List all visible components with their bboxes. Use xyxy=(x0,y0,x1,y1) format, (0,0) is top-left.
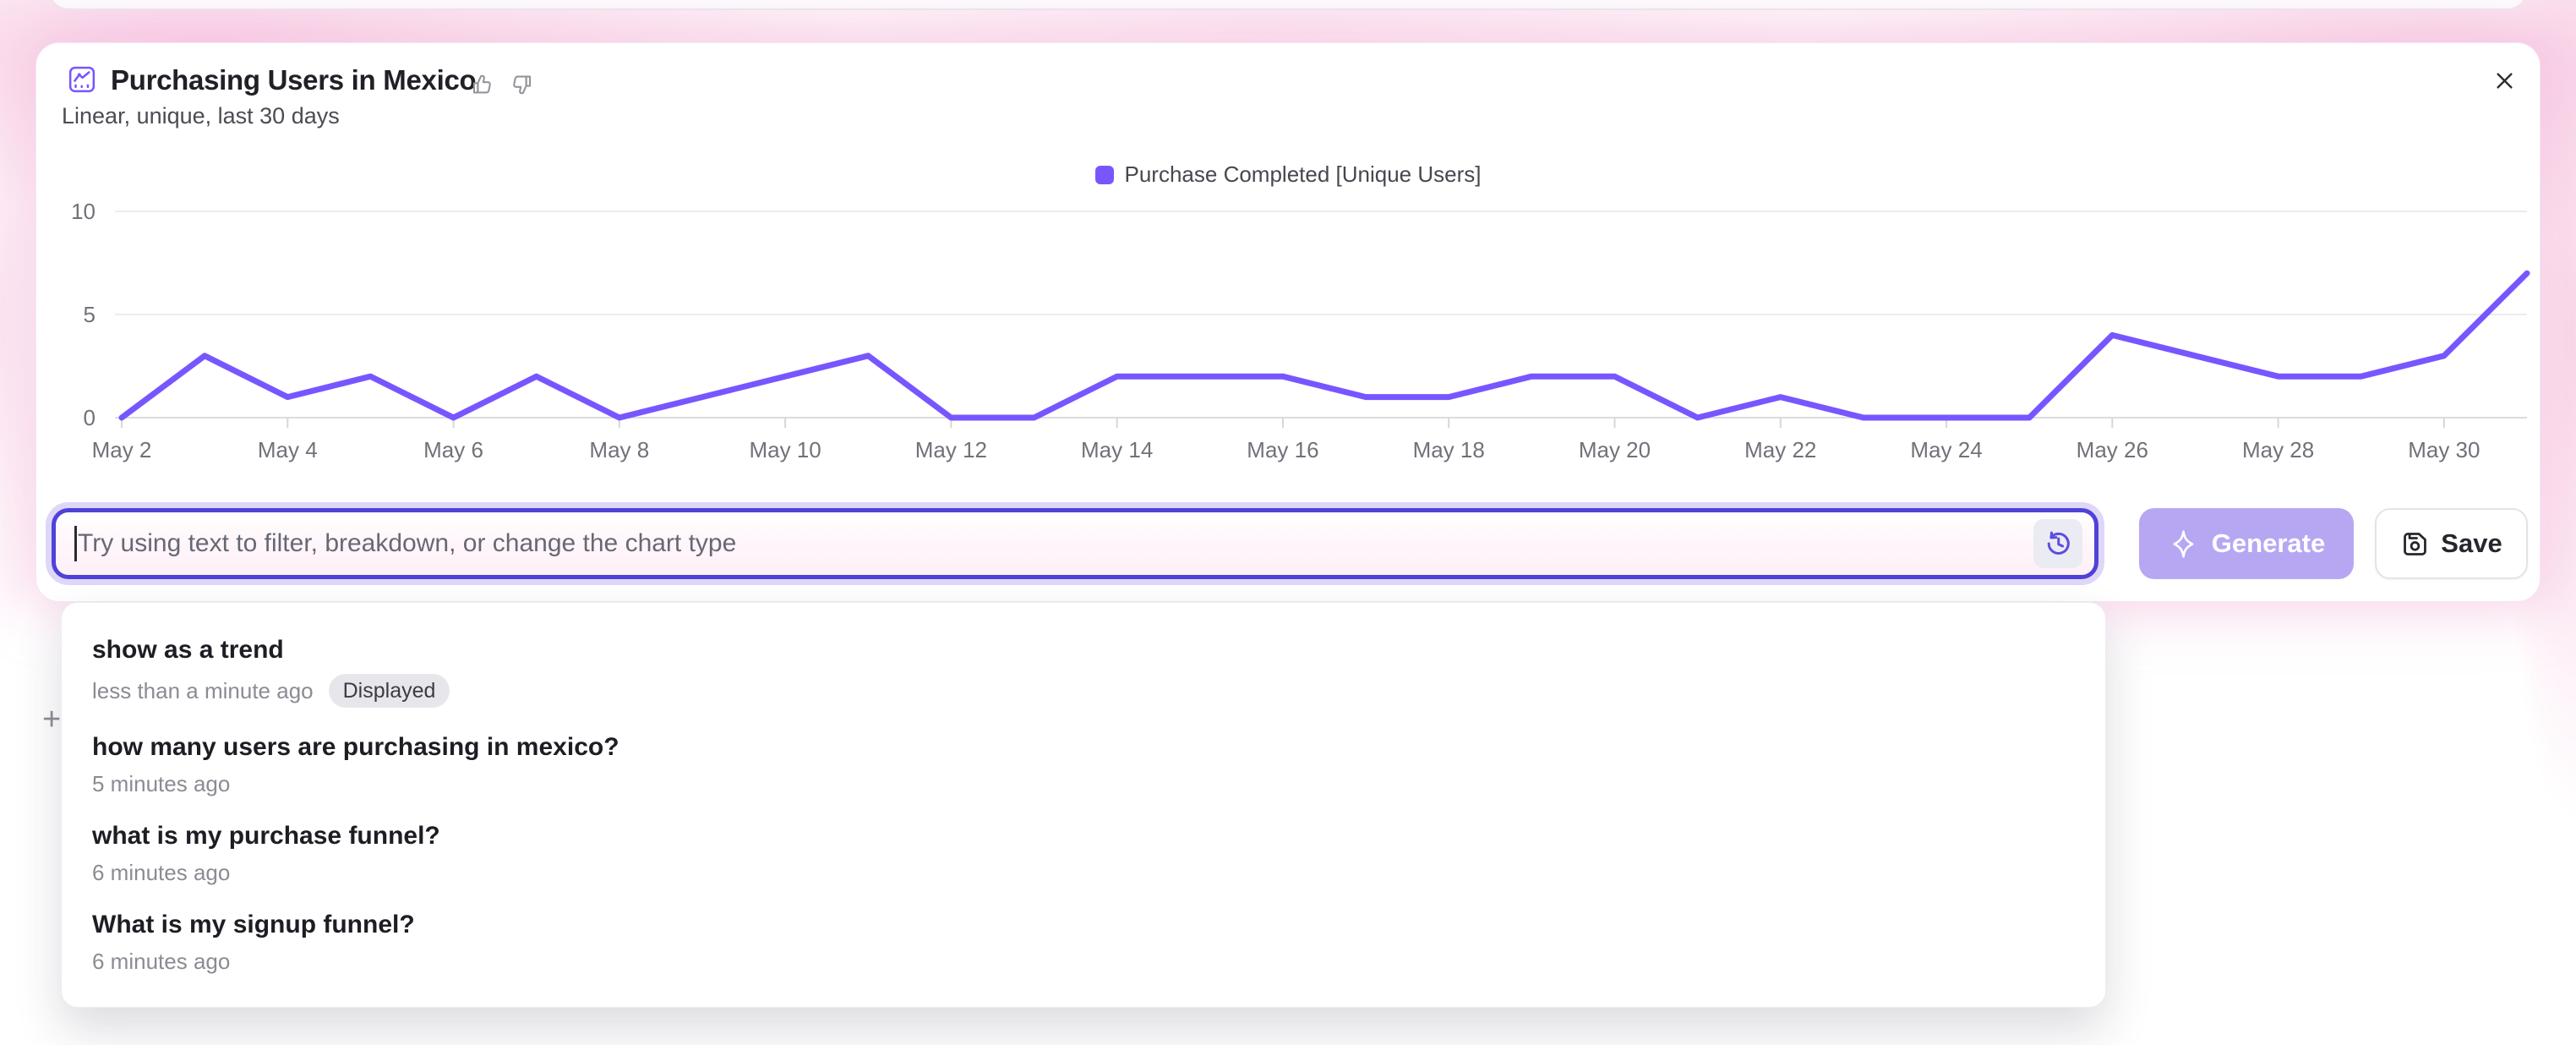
chart-card: Purchasing Users in Mexico Linear, uniqu… xyxy=(35,42,2541,602)
history-item-meta: 5 minutes ago xyxy=(92,771,2075,796)
history-item-time: 5 minutes ago xyxy=(92,771,231,796)
line-chart-icon xyxy=(68,66,96,93)
generate-label: Generate xyxy=(2211,528,2326,558)
x-axis-tick-label: May 28 xyxy=(2242,437,2314,462)
chart-legend[interactable]: Purchase Completed [Unique Users] xyxy=(36,161,2540,188)
x-axis-tick-label: May 22 xyxy=(1744,437,1816,462)
legend-label: Purchase Completed [Unique Users] xyxy=(1124,161,1482,187)
history-item-meta: 6 minutes ago xyxy=(92,860,2075,885)
sparkle-icon xyxy=(2173,529,2194,558)
history-item-time: 6 minutes ago xyxy=(92,949,231,974)
thumbs-down-icon[interactable] xyxy=(510,73,533,96)
line-chart: 0 5 10 May 2 May 4 May 6 May 8 May 10 May 12 May … xyxy=(52,197,2543,476)
chart-canvas: 0 5 10 May 2 May 4 May 6 May 8 May 10 May 12 May … xyxy=(71,199,2530,462)
history-item-meta: 6 minutes ago xyxy=(92,949,2075,974)
save-button[interactable]: Save xyxy=(2375,508,2528,579)
series-line[interactable] xyxy=(118,270,2530,421)
chart-subtitle: Linear, unique, last 30 days xyxy=(62,103,340,129)
background-plus-glyph: + xyxy=(42,702,62,737)
page-title: Purchasing Users in Mexico xyxy=(111,64,477,96)
y-axis-tick-label: 5 xyxy=(84,302,96,327)
card-above-sliver xyxy=(47,0,2529,10)
save-file-icon xyxy=(2404,532,2427,555)
displayed-badge: Displayed xyxy=(328,674,450,708)
x-axis-tick-label: May 6 xyxy=(423,437,483,462)
history-item-time: less than a minute ago xyxy=(92,678,314,703)
history-item-time: 6 minutes ago xyxy=(92,860,231,885)
x-axis-tick-label: May 4 xyxy=(258,437,318,462)
x-axis-tick-label: May 18 xyxy=(1413,437,1485,462)
x-axis-tick-label: May 30 xyxy=(2408,437,2480,462)
generate-button[interactable]: Generate xyxy=(2139,508,2354,579)
legend-swatch xyxy=(1094,165,1114,184)
y-axis-tick-label: 0 xyxy=(84,405,96,430)
x-axis-tick-label: May 2 xyxy=(92,437,152,462)
history-item-meta: less than a minute ago Displayed xyxy=(92,674,2075,708)
history-item-query: how many users are purchasing in mexico? xyxy=(92,733,619,761)
history-button[interactable] xyxy=(2033,519,2082,568)
history-item-query: what is my purchase funnel? xyxy=(92,822,440,850)
close-icon xyxy=(2496,72,2513,89)
x-axis-tick-label: May 8 xyxy=(589,437,649,462)
close-button[interactable] xyxy=(2484,60,2524,101)
history-item[interactable]: What is my signup funnel? 6 minutes ago xyxy=(62,898,2105,987)
prompt-history-dropdown: show as a trend less than a minute ago Dis… xyxy=(61,602,2106,1008)
ai-prompt-input[interactable]: Try using text to filter, breakdown, or … xyxy=(52,508,2098,579)
prompt-placeholder: Try using text to filter, breakdown, or … xyxy=(78,529,737,557)
x-axis-tick-label: May 24 xyxy=(1910,437,1982,462)
history-clock-icon xyxy=(2047,531,2070,555)
history-item-query: What is my signup funnel? xyxy=(92,911,415,938)
x-axis-tick-label: May 26 xyxy=(2077,437,2148,462)
thumbs-up-icon[interactable] xyxy=(471,73,494,96)
x-axis-tick-label: May 14 xyxy=(1081,437,1153,462)
history-item[interactable]: what is my purchase funnel? 6 minutes ago xyxy=(62,809,2105,898)
feedback-buttons xyxy=(471,73,533,96)
text-cursor xyxy=(74,526,77,561)
y-axis-tick-label: 10 xyxy=(71,199,96,224)
history-item[interactable]: how many users are purchasing in mexico?… xyxy=(62,720,2105,809)
x-axis-tick-label: May 10 xyxy=(749,437,821,462)
history-item-query: show as a trend xyxy=(92,636,284,664)
x-axis-tick-label: May 20 xyxy=(1579,437,1651,462)
x-axis-tick-label: May 12 xyxy=(915,437,987,462)
history-item[interactable]: show as a trend less than a minute ago Dis… xyxy=(62,623,2105,720)
x-axis-tick-label: May 16 xyxy=(1247,437,1318,462)
save-label: Save xyxy=(2441,528,2502,558)
